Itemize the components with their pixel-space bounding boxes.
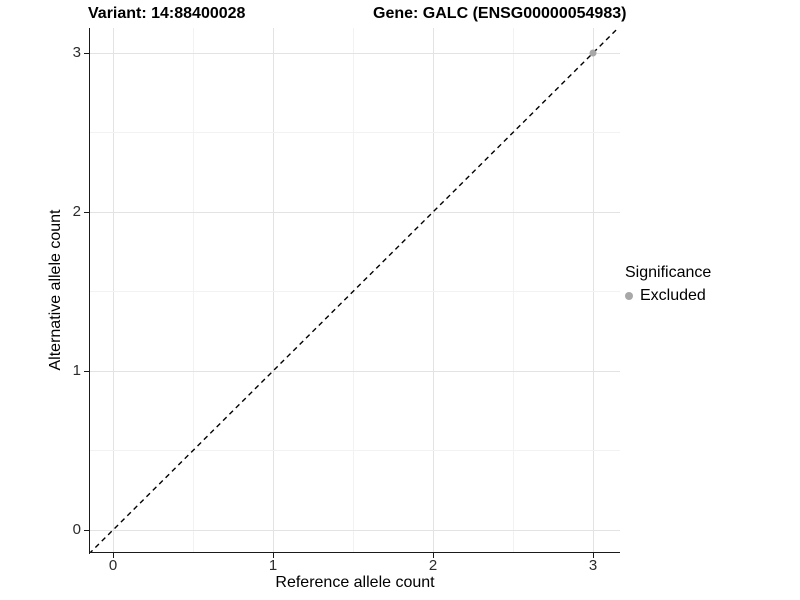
y-tick-mark: [83, 529, 89, 531]
y-axis-line: [88, 28, 90, 554]
x-tick-mark: [112, 553, 114, 558]
y-tick-label: 2: [72, 203, 81, 220]
x-tick-mark: [592, 553, 594, 558]
legend-title: Significance: [625, 264, 712, 281]
y-tick-mark: [83, 370, 89, 372]
gridline-major-v: [433, 28, 434, 552]
x-tick-mark: [432, 553, 434, 558]
legend-item-excluded: Excluded: [625, 287, 795, 305]
x-tick-label: 1: [268, 557, 278, 574]
y-tick-label: 3: [72, 44, 81, 61]
gridline-minor-h: [90, 132, 620, 133]
gridline-minor-h: [90, 291, 620, 292]
y-axis-title: Alternative allele count: [47, 209, 64, 371]
gridline-major-h: [90, 212, 620, 213]
x-tick-label: 3: [588, 557, 598, 574]
gridline-minor-v: [193, 28, 194, 552]
y-tick-label: 1: [72, 362, 81, 379]
legend-item-label: Excluded: [640, 287, 706, 304]
x-axis-title: Reference allele count: [275, 574, 435, 591]
legend-point-icon: [625, 292, 633, 300]
gridline-major-v: [113, 28, 114, 552]
gridline-major-v: [273, 28, 274, 552]
gridline-major-h: [90, 371, 620, 372]
plot-title-gene: Gene: GALC (ENSG00000054983): [373, 5, 627, 22]
x-tick-label: 0: [108, 557, 118, 574]
y-tick-label: 0: [72, 521, 81, 538]
gridline-major-v: [593, 28, 594, 552]
legend: Significance Excluded: [625, 264, 795, 305]
gridline-major-h: [90, 530, 620, 531]
identity-reference-line: [90, 28, 620, 552]
gridline-minor-h: [90, 450, 620, 451]
y-tick-mark: [83, 211, 89, 213]
gridline-minor-v: [513, 28, 514, 552]
gridline-minor-v: [353, 28, 354, 552]
data-point: [589, 49, 597, 57]
x-axis-line: [88, 551, 620, 553]
y-tick-mark: [83, 52, 89, 54]
plot-title-variant: Variant: 14:88400028: [88, 5, 246, 22]
plot-area-svg: [90, 28, 620, 552]
x-tick-mark: [272, 553, 274, 558]
gridline-major-h: [90, 53, 620, 54]
plot-panel: [90, 28, 620, 552]
x-tick-label: 2: [428, 557, 438, 574]
